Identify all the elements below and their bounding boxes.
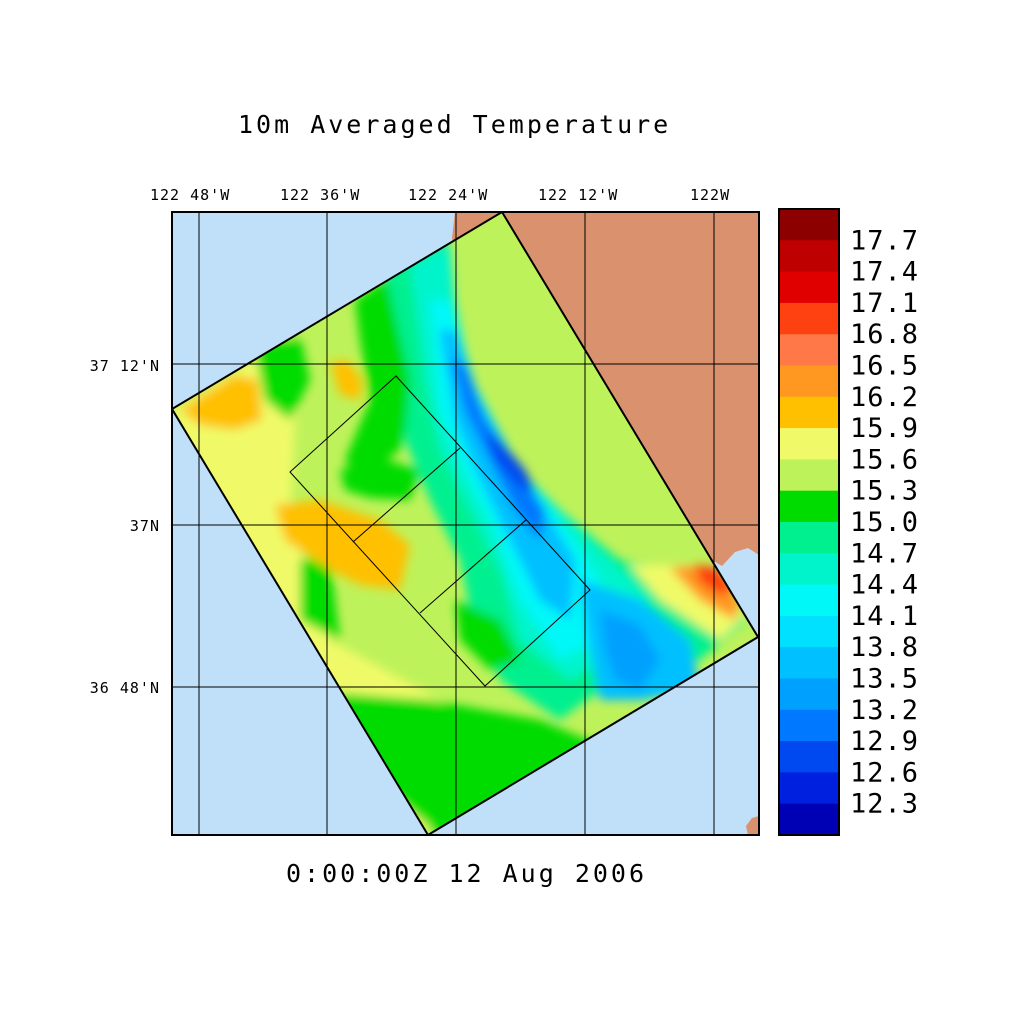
- land-islet: [746, 816, 759, 835]
- colorbar-label: 17.4: [850, 257, 919, 288]
- colorbar-swatch: [779, 522, 839, 554]
- colorbar-swatch: [779, 803, 839, 836]
- colorbar-swatch: [779, 615, 839, 648]
- lon-label-122w: 122W: [690, 186, 730, 204]
- colorbar-label: 12.6: [850, 757, 919, 788]
- lon-label-122-24w: 122 24'W: [408, 186, 488, 204]
- colorbar-swatch: [779, 396, 839, 429]
- colorbar-label: 17.1: [850, 288, 919, 319]
- colorbar-swatch: [779, 678, 839, 711]
- colorbar-label: 15.0: [850, 507, 919, 538]
- colorbar-label: 12.9: [850, 726, 919, 757]
- colorbar-swatch: [779, 772, 839, 805]
- colorbar-label: 16.2: [850, 382, 919, 413]
- colorbar-label: 15.6: [850, 444, 919, 475]
- colorbar: 17.717.417.116.816.516.215.915.615.315.0…: [778, 208, 919, 836]
- colorbar-label: 14.1: [850, 601, 919, 632]
- colorbar-label: 14.4: [850, 570, 919, 601]
- colorbar-label: 13.5: [850, 664, 919, 695]
- colorbar-swatch: [779, 647, 839, 680]
- colorbar-swatch: [779, 209, 839, 241]
- colorbar-label: 14.7: [850, 538, 919, 569]
- colorbar-label: 17.7: [850, 225, 919, 256]
- colorbar-swatch: [779, 553, 839, 586]
- colorbar-label: 13.2: [850, 695, 919, 726]
- colorbar-swatch: [779, 490, 839, 523]
- nested-grid-divider-2: [419, 519, 527, 614]
- lon-label-122-48w: 122 48'W: [150, 186, 230, 204]
- nested-grid-divider-1: [352, 447, 461, 543]
- colorbar-swatch: [779, 334, 839, 367]
- lat-label-37-12n: 37 12'N: [90, 357, 160, 375]
- colorbar-label: 15.9: [850, 413, 919, 444]
- map-frame: [171, 211, 760, 836]
- colorbar-label: 15.3: [850, 476, 919, 507]
- colorbar-swatch: [779, 459, 839, 492]
- lat-label-37n: 37N: [130, 517, 160, 535]
- nested-grid-outline: [289, 375, 591, 687]
- colorbar-swatch: [779, 741, 839, 773]
- colorbar-swatch: [779, 365, 839, 398]
- colorbar-swatch: [779, 271, 839, 304]
- colorbar-swatch: [779, 709, 839, 742]
- lon-label-122-12w: 122 12'W: [538, 186, 618, 204]
- lon-label-122-36w: 122 36'W: [280, 186, 360, 204]
- lat-label-36-48n: 36 48'N: [90, 679, 160, 697]
- timestamp: 0:00:00Z 12 Aug 2006: [286, 859, 647, 888]
- colorbar-label: 12.3: [850, 789, 919, 820]
- colorbar-label: 13.8: [850, 632, 919, 663]
- colorbar-swatch: [779, 240, 839, 273]
- colorbar-label: 16.8: [850, 319, 919, 350]
- map-panel: [172, 212, 759, 835]
- colorbar-swatch: [779, 302, 839, 335]
- colorbar-swatch: [779, 428, 839, 460]
- colorbar-swatch: [779, 584, 839, 617]
- colorbar-frame: [778, 208, 840, 836]
- map-title: 10m Averaged Temperature: [238, 110, 671, 139]
- colorbar-label: 16.5: [850, 351, 919, 382]
